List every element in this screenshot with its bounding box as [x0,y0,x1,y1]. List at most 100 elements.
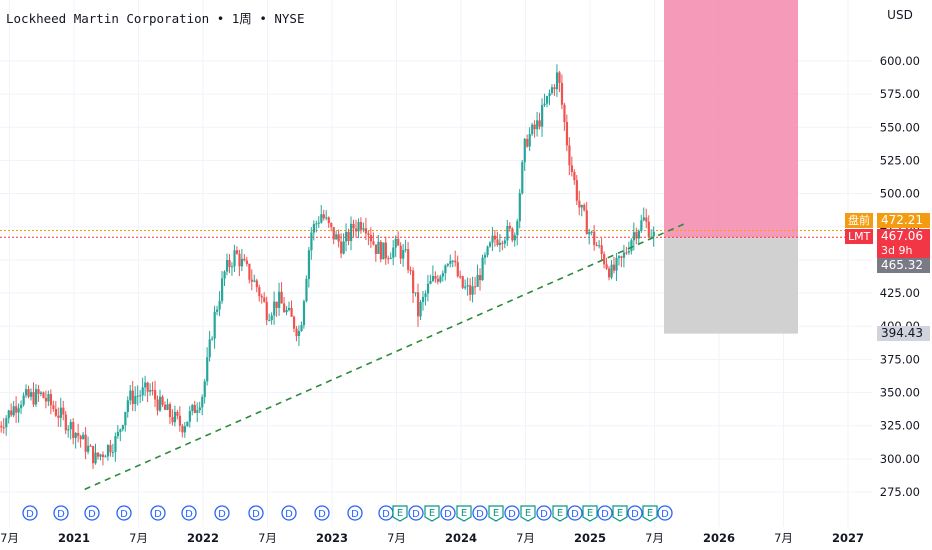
stop-zone[interactable] [664,237,798,334]
bar-countdown-tag: 3d 9h [877,243,930,258]
candle-body [131,390,134,405]
candle-body [429,280,432,284]
price-tick-label: 350.00 [880,386,920,400]
candle-body [136,395,139,397]
candle-body [431,276,435,281]
candle-body [7,410,10,419]
dividend-marker[interactable] [214,505,230,521]
candle-body [555,72,559,90]
dividend-marker[interactable] [597,505,613,521]
dividend-marker[interactable] [627,505,643,521]
dividend-marker[interactable] [84,505,100,521]
target-zone[interactable] [664,0,798,238]
candle-body [49,394,53,406]
candle-body [206,357,209,382]
dividend-marker-letter: D [26,509,34,520]
candle-body [347,231,350,241]
candle-body [111,451,115,453]
earnings-marker[interactable] [456,505,472,522]
candle-body [198,407,201,411]
candle-body [588,231,591,235]
earnings-marker[interactable] [612,505,628,522]
candle-body [315,223,318,225]
candle-body [235,250,239,254]
dividend-marker[interactable] [116,505,132,521]
dividend-marker[interactable] [440,505,456,521]
dividend-marker[interactable] [408,505,424,521]
candle-body [248,263,251,280]
earnings-marker[interactable] [424,505,440,522]
candle-body [357,222,360,232]
candle-body [645,217,648,222]
candle-body [280,291,283,304]
candle-body [109,445,112,453]
candle-body [273,301,276,316]
candle-body [642,217,645,221]
dividend-marker[interactable] [504,505,520,521]
candle-body [25,389,28,396]
dividend-marker[interactable] [53,505,69,521]
candle-body [149,390,152,392]
candle-body [233,250,236,267]
candle-body [188,411,191,422]
candle-body [558,72,561,83]
candle-body [295,328,298,336]
earnings-marker[interactable] [488,505,504,522]
earnings-marker[interactable] [582,505,598,522]
dividend-marker[interactable] [347,505,363,521]
candle-body [426,283,430,294]
dividend-marker[interactable] [248,505,264,521]
time-axis-label: 2021 [58,531,90,545]
dividend-marker[interactable] [567,505,583,521]
dividend-marker[interactable] [472,505,488,521]
candle-body [208,339,211,358]
candle-body [397,238,400,246]
symbol-title[interactable]: Lockheed Martin Corporation • 1周 • NYSE [6,11,305,26]
candle-body [335,234,338,240]
candle-body [610,264,613,278]
candle-body [441,273,445,277]
candle-body [297,330,301,336]
candle-body [354,228,358,232]
dividend-marker-letter: D [444,509,452,520]
dividend-marker[interactable] [314,505,330,521]
candle-body [245,260,249,264]
dividend-marker[interactable] [22,505,38,521]
candle-body [493,235,497,240]
dividend-marker[interactable] [536,505,552,521]
candle-body [414,292,417,294]
dividend-marker-letter: D [88,509,96,520]
currency-button[interactable]: USD [880,4,920,26]
dividend-marker[interactable] [657,505,673,521]
candle-body [62,407,65,415]
candle-body [488,242,492,247]
earnings-marker[interactable] [552,505,568,522]
candle-body [124,411,127,426]
candle-body [632,232,636,241]
candle-body [57,415,60,418]
candle-body [387,258,390,260]
dividend-marker[interactable] [150,505,166,521]
candle-body [119,429,122,432]
candle-body [292,316,296,329]
earnings-marker[interactable] [520,505,536,522]
earnings-marker-letter: E [587,508,593,519]
candle-body [290,307,293,317]
price-tick-label: 325.00 [880,419,920,433]
candle-body [543,103,546,106]
candle-body [156,399,159,411]
dividend-marker[interactable] [281,505,297,521]
candle-body [163,404,167,410]
candle-body [377,241,380,254]
candle-body [531,124,534,134]
candle-body [216,309,219,312]
time-axis-label: 7月 [129,531,148,545]
candle-body [479,274,482,281]
candle-body [171,417,174,423]
earnings-marker[interactable] [392,505,408,522]
candle-body [332,227,335,240]
dividend-marker[interactable] [181,505,197,521]
earnings-marker[interactable] [642,505,658,522]
